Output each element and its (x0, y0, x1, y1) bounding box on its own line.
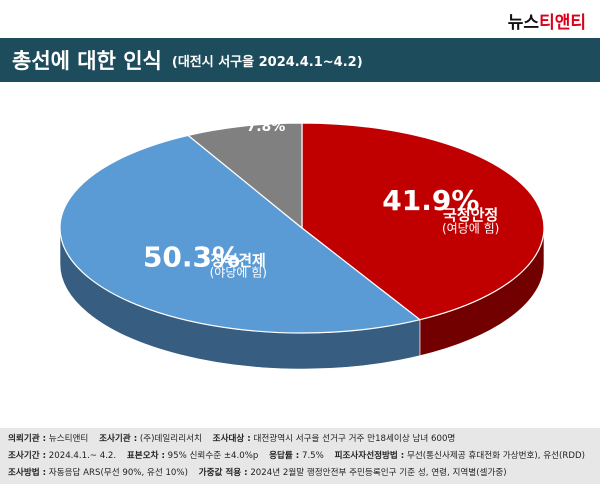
note-text: 7.5% (301, 451, 324, 461)
note-text: 95% 신뢰수준 ±4.0%p (167, 451, 259, 461)
note-label: 응답률 : (269, 451, 300, 461)
note-text: (주)데일리리서치 (139, 434, 202, 444)
notes: 의뢰기관 : 뉴스티앤티 조사기관 : (주)데일리리서치 조사대상 : 대전광… (0, 428, 600, 484)
note-label: 조사기간 : (8, 451, 47, 461)
slice-label: 국정안정 (443, 206, 498, 224)
note-label: 피조사자선정방법 : (334, 451, 405, 461)
slice (301, 122, 545, 321)
brand-part: 뉴스 (507, 13, 540, 33)
note-label: 가중값 적용 : (198, 468, 248, 478)
note-text: 대전광역시 서구을 선거구 거주 만18세이상 남녀 600명 (253, 434, 456, 444)
chart-subtitle: (대전시 서구을 2024.4.1~4.2) (171, 54, 363, 70)
brand: 뉴스티앤티 (508, 8, 586, 33)
slice (59, 134, 422, 334)
note-label: 의뢰기관 : (8, 434, 47, 444)
slice-label: 정부견제 (211, 252, 266, 270)
slice-sublabel: (야당에 힘) (210, 266, 267, 280)
note-text: 자동응답 ARS(무선 90%, 유선 10%) (48, 468, 188, 478)
note-row: 조사기간 : 2024.4.1.~ 4.2. 표본오차 : 95% 신뢰수준 ±… (8, 448, 592, 465)
chart-title: 총선에 대한 인식 (12, 49, 162, 73)
note-text: 뉴스티앤티 (48, 434, 89, 444)
slice-sublabel: (여당에 힘) (442, 222, 499, 236)
note-label: 조사기관 : (99, 434, 138, 444)
note-label: 표본오차 : (126, 451, 165, 461)
note-text: 2024.4.1.~ 4.2. (48, 451, 117, 461)
note-text: 무선(통신사제공 휴대전화 가상번호), 유선(RDD) (406, 451, 585, 461)
title-bar: 총선에 대한 인식 (대전시 서구을 2024.4.1~4.2) (0, 38, 600, 82)
slice-label: 잘모름 (247, 90, 286, 106)
slice-value: 50.3% (143, 241, 240, 274)
brand-part: 티앤티 (539, 13, 586, 33)
slice-value: 41.9% (382, 184, 479, 217)
note-row: 조사방법 : 자동응답 ARS(무선 90%, 유선 10%) 가중값 적용 :… (8, 465, 592, 482)
chart: 41.9%국정안정(여당에 힘) 50.3%정부견제(야당에 힘) 7.8% 잘모름 (59, 90, 545, 370)
slice-value: 7.8% (246, 119, 285, 135)
slice (186, 122, 303, 230)
note-label: 조사대상 : (212, 434, 251, 444)
note-text: 2024년 2월말 행정안전부 주민등록인구 기준 성, 연령, 지역별(셀가중… (250, 468, 507, 478)
note-row: 의뢰기관 : 뉴스티앤티 조사기관 : (주)데일리리서치 조사대상 : 대전광… (8, 431, 592, 448)
note-label: 조사방법 : (8, 468, 47, 478)
